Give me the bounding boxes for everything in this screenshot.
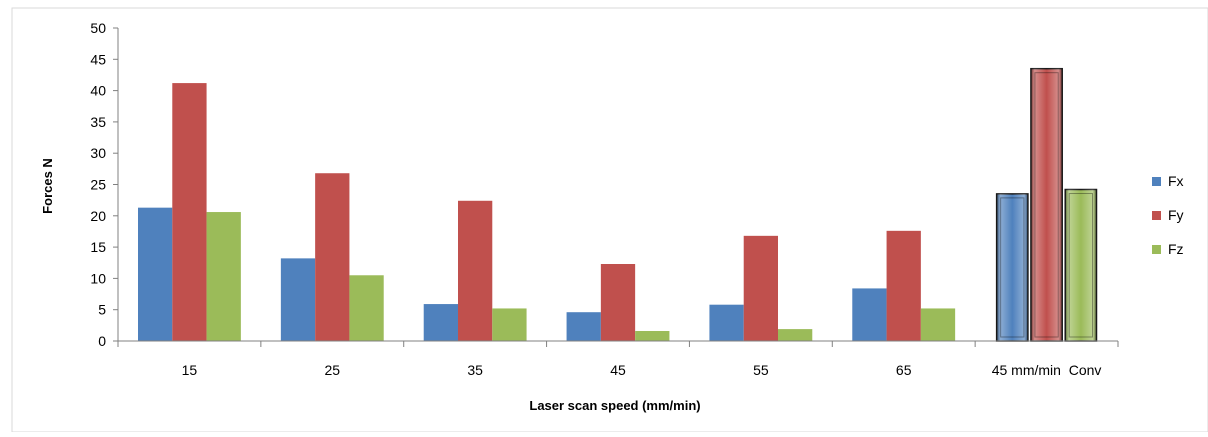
x-axis-title: Laser scan speed (mm/min) xyxy=(529,398,700,413)
y-axis-title: Forces N xyxy=(40,158,55,214)
bar-bevel xyxy=(1065,189,1097,341)
legend-label-fx: Fx xyxy=(1168,173,1184,189)
legend-swatch-fz xyxy=(1152,245,1161,254)
x-tick-label: 25 xyxy=(324,362,340,378)
bar-fx-2 xyxy=(423,304,458,341)
bar-fy-3 xyxy=(600,264,636,341)
y-tick-label: 45 xyxy=(90,51,106,67)
bar-fx-4 xyxy=(709,304,744,341)
y-tick-label: 0 xyxy=(98,333,106,349)
bar-bevel xyxy=(996,193,1028,341)
x-tick-label: 45 xyxy=(610,362,626,378)
bar-fz-0 xyxy=(206,212,241,341)
x-tick-label: 65 xyxy=(896,362,912,378)
y-axis: 0 5 10 15 20 25 30 35 40 45 50 xyxy=(90,20,119,349)
bar-inner-edge xyxy=(1068,193,1093,338)
bar-fx-3 xyxy=(566,312,601,341)
x-axis: 15 25 35 45 55 65 45 mm/min Conv xyxy=(117,340,1119,378)
legend-swatch-fx xyxy=(1152,177,1161,186)
bar-fx-0 xyxy=(138,207,173,341)
y-tick-label: 15 xyxy=(90,239,106,255)
legend: Fx Fy Fz xyxy=(1152,173,1184,257)
y-tick-label: 40 xyxy=(90,83,106,99)
y-tick-label: 5 xyxy=(98,302,106,318)
y-tick-label: 50 xyxy=(90,20,106,36)
bar-fx-1 xyxy=(280,258,316,341)
bar-fy-5 xyxy=(886,230,921,341)
bar-fz-3 xyxy=(635,330,670,341)
bar-fz-5 xyxy=(920,308,956,341)
y-tick-label: 25 xyxy=(90,177,106,193)
bar-bevel xyxy=(1030,68,1063,341)
bars xyxy=(138,67,1098,342)
y-tick-label: 20 xyxy=(90,208,106,224)
x-tick-label: 35 xyxy=(467,362,483,378)
x-tick-label: 45 mm/min Conv xyxy=(992,362,1102,378)
bar-fy-0 xyxy=(172,83,207,341)
bar-fx-5 xyxy=(852,288,887,341)
bar-fy-4 xyxy=(743,235,778,341)
bar-inner-edge xyxy=(1000,197,1025,338)
bar-fz-1 xyxy=(349,275,384,341)
bar-fy-1 xyxy=(315,173,350,341)
legend-label-fz: Fz xyxy=(1168,241,1184,257)
bar-inner-edge xyxy=(1034,72,1059,338)
y-tick-label: 35 xyxy=(90,114,106,130)
y-tick-label: 30 xyxy=(90,145,106,161)
x-tick-label: 15 xyxy=(182,362,198,378)
bar-fy-2 xyxy=(458,200,493,341)
legend-swatch-fy xyxy=(1152,211,1161,220)
bar-fz-4 xyxy=(778,329,813,341)
x-tick-label: 55 xyxy=(753,362,769,378)
bar-fz-2 xyxy=(492,308,527,341)
legend-label-fy: Fy xyxy=(1168,207,1184,223)
y-tick-label: 10 xyxy=(90,270,106,286)
